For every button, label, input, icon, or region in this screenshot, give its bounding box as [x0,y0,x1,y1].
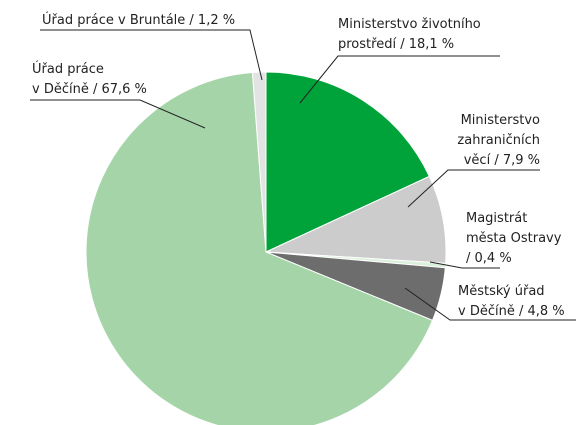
data-label: Městský úřad [458,284,545,299]
data-label: Ministerstvo [461,113,540,128]
data-label: Magistrát [466,211,527,226]
leader-line [429,261,500,269]
data-label: Ministerstvo životního [338,17,481,32]
leader-line [299,55,500,104]
pie-slice [85,71,434,425]
pie-slice [251,71,267,253]
data-label: Úřad práce [32,61,104,77]
data-label: v Děčíně / 67,6 % [32,82,147,97]
data-label: / 0,4 % [466,251,512,266]
pie [85,71,447,425]
leader-line [404,287,576,321]
data-label: prostředí / 18,1 % [338,37,454,52]
data-label: města Ostravy [466,231,562,246]
data-label: Úřad práce v Bruntále / 1,2 % [42,12,235,28]
data-label: zahraničních [457,133,540,148]
leader-line [30,99,206,129]
leader-lines [30,29,576,321]
data-label: v Děčíně / 4,8 % [458,304,565,319]
pie-slice [265,71,431,253]
leader-line [40,29,263,81]
labels: Ministerstvo životního prostředí / 18,1 %… [32,12,565,319]
data-label: věcí / 7,9 % [464,153,540,168]
leader-line [407,169,540,208]
